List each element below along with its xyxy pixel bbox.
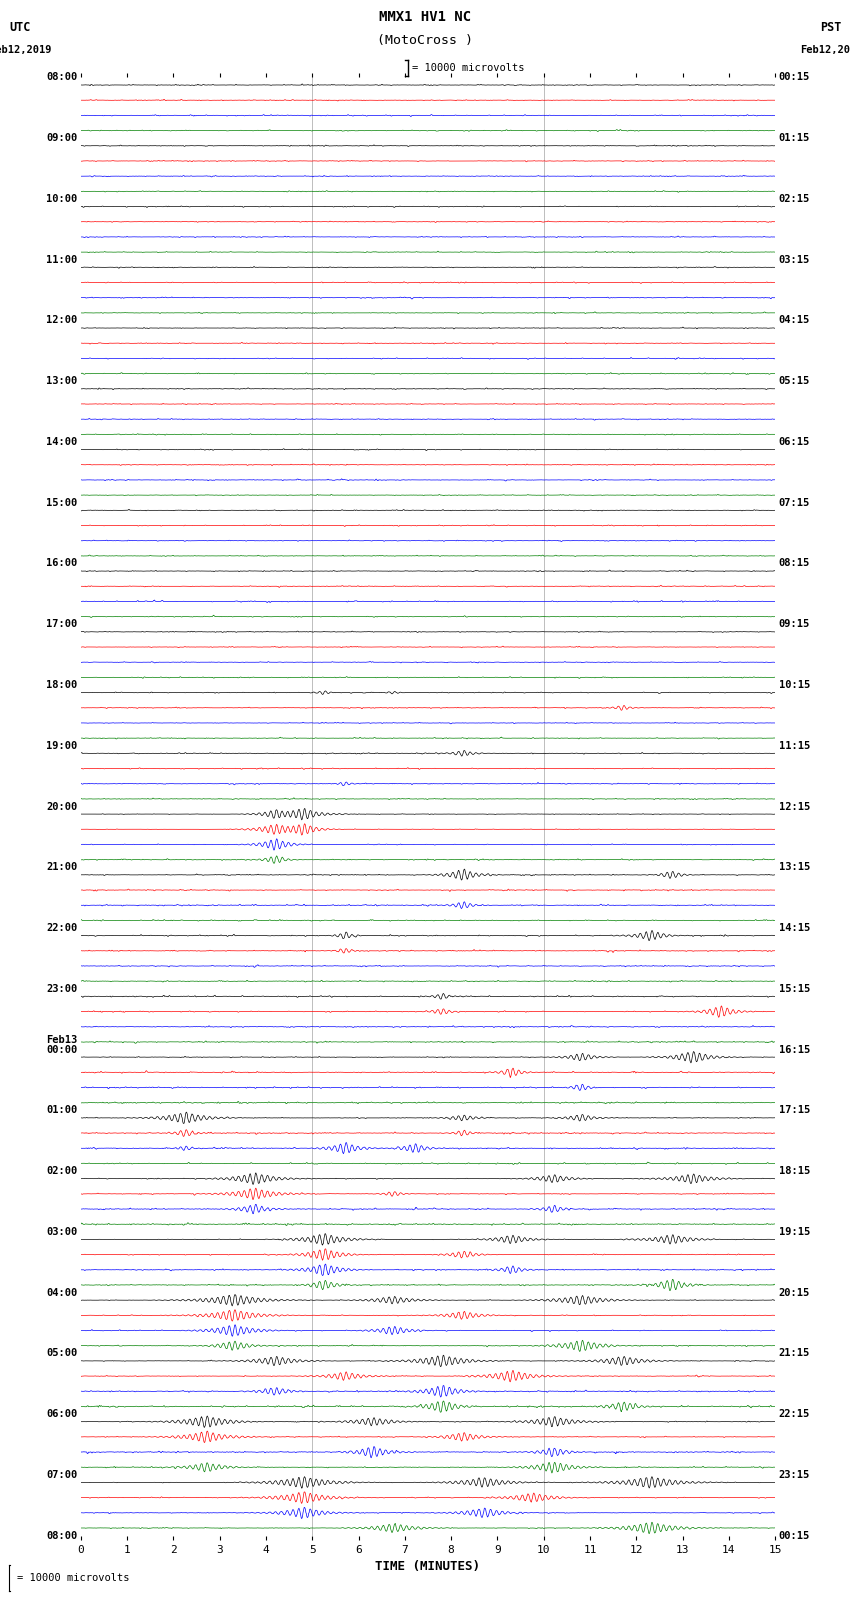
Text: 11:00: 11:00	[46, 255, 77, 265]
Text: 23:00: 23:00	[46, 984, 77, 994]
Text: 04:15: 04:15	[779, 316, 810, 326]
Text: = 10000 microvolts: = 10000 microvolts	[412, 63, 524, 73]
Text: 11:15: 11:15	[779, 740, 810, 750]
Text: 01:15: 01:15	[779, 134, 810, 144]
Text: 04:00: 04:00	[46, 1287, 77, 1297]
Text: 10:15: 10:15	[779, 681, 810, 690]
Text: Feb12,2019: Feb12,2019	[800, 45, 850, 55]
Text: 13:15: 13:15	[779, 863, 810, 873]
Text: 13:00: 13:00	[46, 376, 77, 386]
Text: UTC: UTC	[9, 21, 31, 34]
Text: 10:00: 10:00	[46, 194, 77, 203]
Text: 22:00: 22:00	[46, 923, 77, 932]
Text: 22:15: 22:15	[779, 1410, 810, 1419]
Text: 19:00: 19:00	[46, 740, 77, 750]
Text: Feb12,2019: Feb12,2019	[0, 45, 52, 55]
Text: (MotoCross ): (MotoCross )	[377, 34, 473, 47]
Text: Feb13: Feb13	[46, 1036, 77, 1045]
Text: PST: PST	[820, 21, 842, 34]
Text: 17:00: 17:00	[46, 619, 77, 629]
Text: 00:00: 00:00	[46, 1045, 77, 1055]
Text: 19:15: 19:15	[779, 1227, 810, 1237]
Text: 06:15: 06:15	[779, 437, 810, 447]
Text: 14:00: 14:00	[46, 437, 77, 447]
Text: 12:15: 12:15	[779, 802, 810, 811]
Text: 15:00: 15:00	[46, 498, 77, 508]
Text: 12:00: 12:00	[46, 316, 77, 326]
Text: 17:15: 17:15	[779, 1105, 810, 1115]
Text: 16:00: 16:00	[46, 558, 77, 568]
Text: 18:15: 18:15	[779, 1166, 810, 1176]
X-axis label: TIME (MINUTES): TIME (MINUTES)	[376, 1560, 480, 1573]
Text: 14:15: 14:15	[779, 923, 810, 932]
Text: 05:00: 05:00	[46, 1348, 77, 1358]
Text: 20:00: 20:00	[46, 802, 77, 811]
Text: 08:15: 08:15	[779, 558, 810, 568]
Text: 05:15: 05:15	[779, 376, 810, 386]
Text: 07:00: 07:00	[46, 1469, 77, 1479]
Text: 09:00: 09:00	[46, 134, 77, 144]
Text: 07:15: 07:15	[779, 498, 810, 508]
Text: = 10000 microvolts: = 10000 microvolts	[17, 1573, 129, 1582]
Text: 21:15: 21:15	[779, 1348, 810, 1358]
Text: 06:00: 06:00	[46, 1410, 77, 1419]
Text: 16:15: 16:15	[779, 1045, 810, 1055]
Text: 02:15: 02:15	[779, 194, 810, 203]
Text: 03:00: 03:00	[46, 1227, 77, 1237]
Text: 23:15: 23:15	[779, 1469, 810, 1479]
Text: 08:00: 08:00	[46, 73, 77, 82]
Text: 15:15: 15:15	[779, 984, 810, 994]
Text: 09:15: 09:15	[779, 619, 810, 629]
Text: 02:00: 02:00	[46, 1166, 77, 1176]
Text: 03:15: 03:15	[779, 255, 810, 265]
Text: 01:00: 01:00	[46, 1105, 77, 1115]
Text: 08:00: 08:00	[46, 1531, 77, 1540]
Text: 00:15: 00:15	[779, 1531, 810, 1540]
Text: 18:00: 18:00	[46, 681, 77, 690]
Text: 00:15: 00:15	[779, 73, 810, 82]
Text: MMX1 HV1 NC: MMX1 HV1 NC	[379, 10, 471, 24]
Text: 21:00: 21:00	[46, 863, 77, 873]
Text: 20:15: 20:15	[779, 1287, 810, 1297]
